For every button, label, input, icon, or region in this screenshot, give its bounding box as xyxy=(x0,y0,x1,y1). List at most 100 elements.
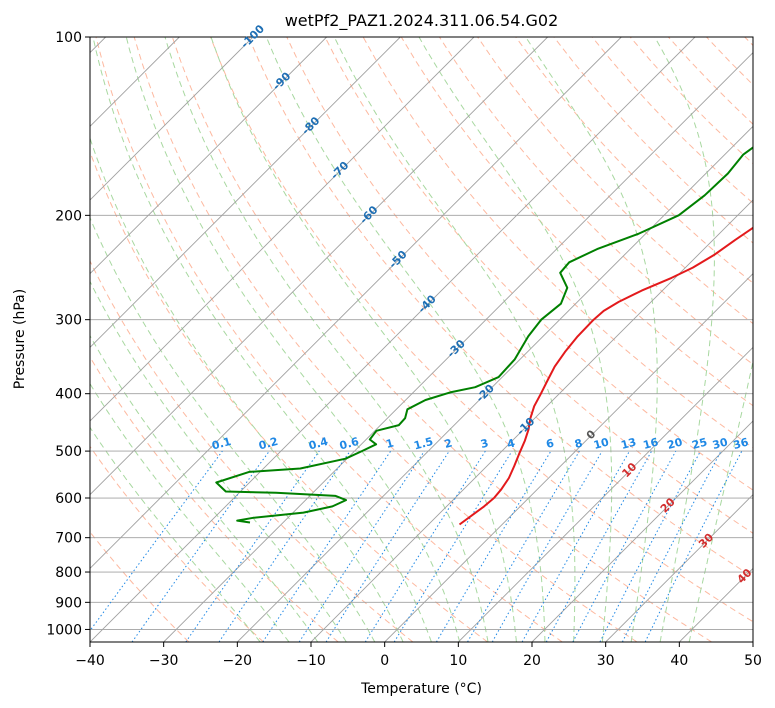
x-tick-label: 20 xyxy=(523,653,541,669)
isotherm-line xyxy=(90,37,696,642)
y-tick-label: 600 xyxy=(55,491,82,507)
x-tick-label: 0 xyxy=(380,653,389,669)
x-axis-label: Temperature (°C) xyxy=(360,681,482,697)
moist-adiabat xyxy=(90,382,290,642)
mixing-ratio-label: 0.4 xyxy=(307,435,330,453)
moist-adiabat xyxy=(333,37,576,642)
isotherm-line xyxy=(310,199,753,642)
moist-adiabat xyxy=(164,37,489,642)
x-tick-label: 40 xyxy=(670,653,688,669)
mixing-ratio-label: 13 xyxy=(620,435,638,452)
mixing-ratio-label: 6 xyxy=(545,436,556,451)
mixing-ratio-label: 10 xyxy=(592,435,610,452)
y-tick-label: 700 xyxy=(55,531,82,547)
mixing-ratio-label: 1.5 xyxy=(412,435,434,453)
y-tick-label: 200 xyxy=(55,208,82,224)
mixing-ratio-line xyxy=(572,450,677,642)
mixing-ratio-label: 0.6 xyxy=(338,435,361,453)
mixing-ratio-label: 8 xyxy=(573,436,584,451)
dry-adiabat xyxy=(90,259,414,642)
moist-adiabat xyxy=(265,37,546,642)
mixing-ratio-label: 0.2 xyxy=(257,435,279,453)
y-tick-label: 400 xyxy=(55,387,82,403)
dry-adiabat xyxy=(515,37,753,284)
moist-adiabat xyxy=(418,37,613,642)
dry-adiabat xyxy=(248,37,753,578)
y-axis-label: Pressure (hPa) xyxy=(12,289,28,389)
mixing-ratio-label: 20 xyxy=(666,435,684,452)
dry-adiabat xyxy=(90,445,264,642)
mixing-ratio-label: 2 xyxy=(443,436,454,451)
y-tick-label: 800 xyxy=(55,565,82,581)
mixing-ratio-line xyxy=(545,450,653,642)
mixing-ratio-line xyxy=(185,450,320,642)
isotherm-line xyxy=(90,37,254,201)
moist-adiabat xyxy=(90,334,319,642)
plot-frame xyxy=(89,36,754,643)
y-tick-label: 1000 xyxy=(46,622,82,638)
moist-adiabat xyxy=(90,280,347,642)
mixing-ratio-label: 36 xyxy=(732,435,750,452)
chart-title: wetPf2_PAZ1.2024.311.06.54.G02 xyxy=(285,11,559,31)
moist-adiabat xyxy=(90,426,261,642)
moist-adiabat xyxy=(92,37,432,642)
mixing-ratio-label: 0.1 xyxy=(210,435,232,453)
y-tick-label: 900 xyxy=(55,595,82,611)
x-tick-label: −10 xyxy=(296,653,326,669)
y-tick-label: 500 xyxy=(55,444,82,460)
isotherm-line xyxy=(531,420,753,642)
moist-adiabat xyxy=(688,358,753,642)
isotherm-line xyxy=(605,494,753,642)
plot-area xyxy=(90,37,753,642)
x-tick-label: 50 xyxy=(744,653,762,669)
x-tick-label: −40 xyxy=(75,653,105,669)
y-tick-label: 300 xyxy=(55,313,82,329)
isotherm-line xyxy=(90,37,548,496)
moist-adiabat xyxy=(210,37,517,642)
mixing-ratio-line xyxy=(298,450,425,642)
mixing-ratio-line xyxy=(393,450,513,642)
isotherm-line xyxy=(90,37,327,275)
isotherm-line xyxy=(458,346,753,642)
dry-adiabat xyxy=(171,37,712,642)
dewpoint-profile-line xyxy=(215,146,753,524)
moist-adiabat xyxy=(90,136,404,642)
isotherm-line xyxy=(90,37,401,348)
x-axis-ticks: −40 −30 −20 −10 0 10 20 30 40 50 xyxy=(75,642,762,669)
isotherm-line xyxy=(90,37,475,422)
dry-adiabat xyxy=(286,37,753,534)
mixing-ratio-label: 4 xyxy=(506,436,517,451)
y-axis-ticks: 1000 900 800 700 600 500 400 300 200 100 xyxy=(46,30,90,638)
moist-adiabat xyxy=(525,37,658,642)
mixing-ratio-line xyxy=(644,450,743,642)
isotherm-line xyxy=(90,37,622,569)
y-tick-label: 100 xyxy=(55,30,82,46)
dry-adiabat xyxy=(90,356,339,642)
mixing-ratio-line xyxy=(325,450,450,642)
temperature-profile-line xyxy=(458,226,753,526)
x-tick-label: −30 xyxy=(149,653,179,669)
mixing-ratio-label: 3 xyxy=(479,436,490,451)
moist-adiabat xyxy=(654,37,715,642)
mixing-ratio-line xyxy=(262,450,392,642)
mixing-ratio-line xyxy=(218,450,351,642)
mixing-ratio-line xyxy=(521,450,630,642)
mixing-ratio-label: 16 xyxy=(642,435,660,452)
x-tick-label: 10 xyxy=(449,653,467,669)
dry-adiabat xyxy=(210,37,753,623)
mixing-ratio-line xyxy=(90,450,223,632)
dry-adiabat xyxy=(95,37,563,642)
moist-adiabat xyxy=(125,37,461,642)
mixing-ratio-label: 30 xyxy=(711,435,729,452)
mixing-ratio-label: 25 xyxy=(691,435,709,452)
x-tick-label: 30 xyxy=(597,653,615,669)
isotherm-line xyxy=(384,273,753,642)
mixing-ratio-line xyxy=(131,450,270,642)
dry-adiabat xyxy=(324,37,753,491)
mixing-ratio-label: 1 xyxy=(384,436,395,451)
x-tick-label: −20 xyxy=(223,653,253,669)
isotherm-line xyxy=(237,125,753,642)
moist-adiabat xyxy=(90,216,376,642)
isotherm-line xyxy=(163,52,753,642)
